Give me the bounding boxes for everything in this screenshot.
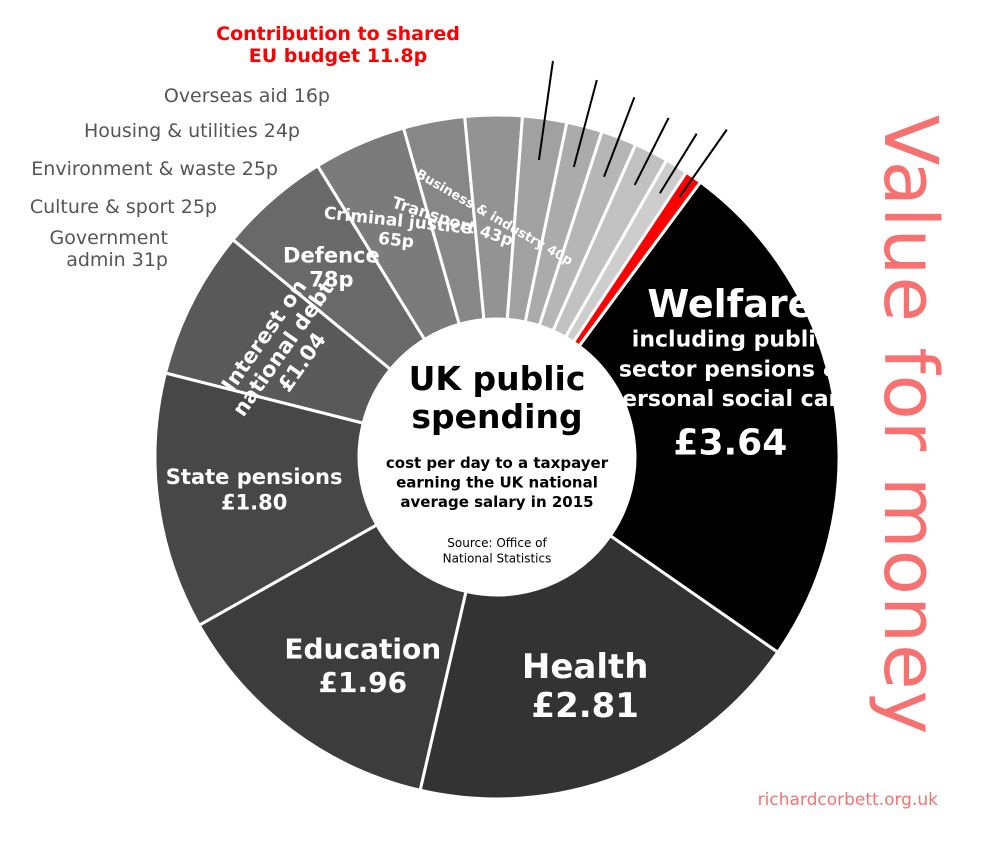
label-government-admin: Government admin 31p bbox=[50, 227, 169, 271]
slice-education bbox=[197, 523, 468, 792]
label-overseas-aid: Overseas aid 16p bbox=[164, 85, 330, 107]
svg-text:State pensions£1.80: State pensions £1.80 bbox=[166, 465, 343, 514]
label-line: Contribution to shared bbox=[216, 23, 460, 45]
label-line: Environment & waste 25p bbox=[31, 158, 278, 180]
label-line: Education bbox=[284, 633, 441, 666]
svg-text:Health£2.81: Health £2.81 bbox=[522, 647, 649, 726]
center-line: Source: Office of bbox=[447, 536, 547, 550]
svg-text:Housing & utilities 24p: Housing & utilities 24p bbox=[84, 120, 300, 142]
center-line: earning the UK national bbox=[396, 474, 598, 492]
label-line: £2.81 bbox=[531, 686, 639, 726]
side-title: Value for money bbox=[867, 114, 953, 736]
label-line: Government bbox=[50, 227, 169, 249]
leader-line bbox=[603, 96, 636, 178]
center-line: National Statistics bbox=[443, 552, 552, 566]
label-housing-and-utilities: Housing & utilities 24p bbox=[84, 120, 300, 142]
label-line: Overseas aid 16p bbox=[164, 85, 330, 107]
label-line: admin 31p bbox=[66, 249, 168, 271]
label-state-pensions: State pensions £1.80 bbox=[166, 465, 343, 514]
center-subtitle: cost per day to a taxpayer earning the UK… bbox=[386, 454, 609, 511]
slice-state-pensions bbox=[153, 371, 379, 627]
label-line: State pensions bbox=[166, 465, 343, 489]
label-culture-and-sport: Culture & sport 25p bbox=[30, 196, 217, 218]
label-line: personal social care bbox=[606, 387, 854, 412]
label-line: Health bbox=[522, 647, 649, 687]
center-line: cost per day to a taxpayer bbox=[386, 454, 609, 472]
center-line: UK public bbox=[409, 359, 586, 398]
label-line: 65p bbox=[377, 229, 415, 253]
label-line: sector pensions & bbox=[619, 357, 842, 382]
label-education: Education £1.96 bbox=[284, 633, 441, 700]
label-defence: Defence 78p bbox=[283, 243, 380, 291]
center-title: UK public spending bbox=[409, 359, 586, 436]
label-line: Welfare bbox=[647, 282, 813, 326]
label-line: including public bbox=[632, 328, 829, 353]
label-line: Housing & utilities 24p bbox=[84, 120, 300, 142]
leader-line bbox=[633, 117, 670, 186]
slice-contribution-to-shared-eu-budget bbox=[571, 170, 702, 348]
label-line: 78p bbox=[309, 267, 353, 291]
label-line: Culture & sport 25p bbox=[30, 196, 217, 218]
svg-text:Culture & sport 25p: Culture & sport 25p bbox=[30, 196, 217, 218]
label-health: Health £2.81 bbox=[522, 647, 649, 726]
label-line: £1.96 bbox=[318, 666, 407, 699]
leader-line bbox=[678, 129, 728, 198]
center-circle bbox=[363, 323, 631, 591]
credit-text: richardcorbett.org.uk bbox=[757, 790, 938, 810]
slice-health bbox=[418, 534, 780, 801]
center-line: average salary in 2015 bbox=[400, 493, 593, 511]
label-line: £3.64 bbox=[673, 423, 787, 464]
label-environment-and-waste: Environment & waste 25p bbox=[31, 158, 278, 180]
label-line: EU budget 11.8p bbox=[249, 45, 427, 67]
center-source: Source: Office of National Statistics bbox=[443, 536, 552, 566]
label-line: Defence bbox=[283, 243, 380, 267]
center-line: spending bbox=[411, 397, 582, 436]
svg-text:Education£1.96: Education £1.96 bbox=[284, 633, 441, 700]
svg-text:Overseas aid 16p: Overseas aid 16p bbox=[164, 85, 330, 107]
leader-line bbox=[537, 60, 554, 161]
label-welfare: Welfare including public sector pensions &… bbox=[606, 282, 854, 464]
slice-welfare bbox=[577, 180, 841, 654]
leader-line bbox=[659, 133, 698, 194]
label-contribution-to-shared-eu-budget: Contribution to shared EU budget 11.8p bbox=[216, 23, 460, 67]
leader-line bbox=[572, 79, 598, 168]
svg-text:Environment & waste 25p: Environment & waste 25p bbox=[31, 158, 278, 180]
label-line: £1.80 bbox=[221, 490, 287, 514]
